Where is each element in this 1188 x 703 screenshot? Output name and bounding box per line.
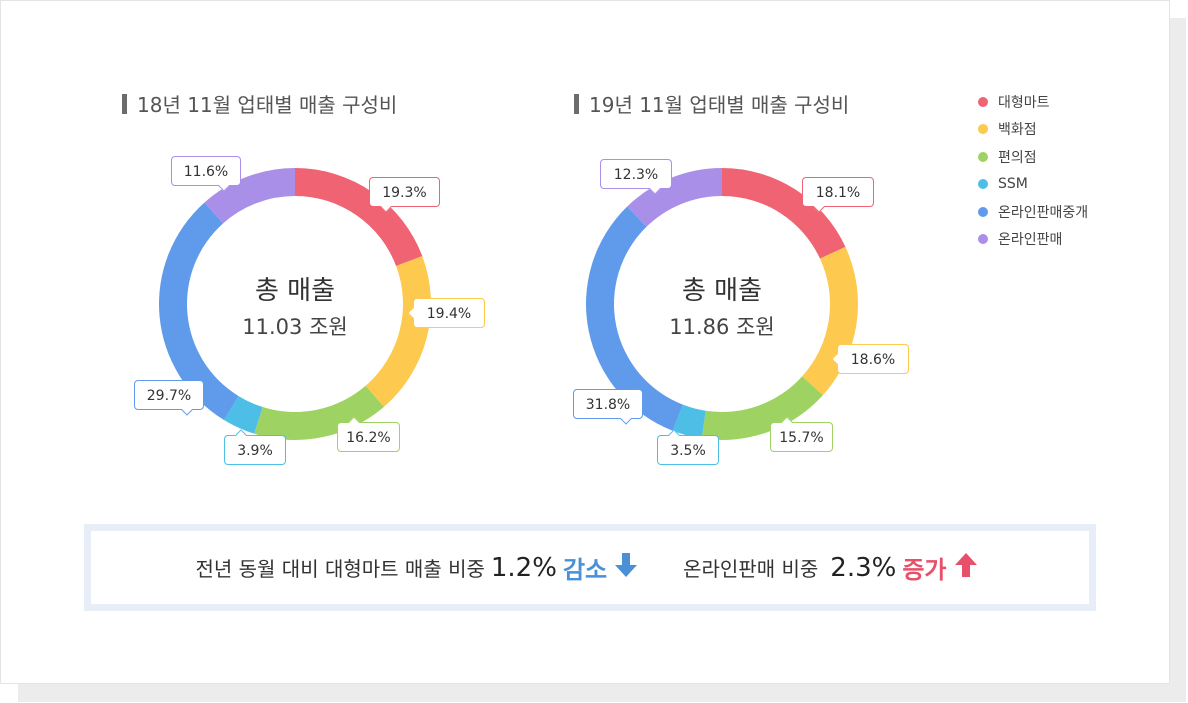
donut-slice-department [365, 256, 431, 407]
data-label-ssm-2018: 3.9% [224, 435, 286, 465]
data-label-convenience-2018: 16.2% [337, 422, 400, 452]
chart-title-2018: 18년 11월 업태별 매출 구성비 [122, 89, 397, 118]
data-label-hypermarket-2019: 18.1% [802, 177, 874, 207]
center-value: 11.86 조원 [669, 315, 775, 339]
summary-content: 전년 동월 대비 대형마트 매출 비중 1.2% 감소 온라인판매 비중 2.3… [91, 531, 1089, 604]
donut-slice-ssm [672, 404, 706, 439]
donut-slice-online-broker [158, 202, 239, 420]
legend-label: 대형마트 [998, 94, 1050, 111]
arrow-down-icon [615, 553, 638, 582]
legend-label: 온라인판매 [998, 232, 1063, 249]
donut-slice-online-retail [204, 168, 295, 224]
legend-dot-icon [978, 96, 988, 107]
center-title: 총 매출 [254, 276, 336, 306]
data-label-department-2019: 18.6% [837, 344, 909, 374]
donut-slice-online-retail [627, 168, 722, 227]
title-bar-marker [122, 93, 127, 114]
data-label-department-2018: 19.4% [413, 298, 485, 328]
arrow-up-icon [954, 553, 977, 582]
legend-item-hypermarket: 대형마트 [978, 88, 1088, 116]
summary-change-decrease: 감소 [562, 556, 608, 584]
legend-label: SSM [998, 176, 1028, 193]
summary-value-2: 2.3% [830, 552, 897, 583]
legend-dot-icon [978, 151, 988, 162]
legend-dot-icon [978, 124, 988, 135]
legend-dot-icon [978, 234, 988, 245]
legend-dot-icon [978, 206, 988, 217]
data-label-ssm-2019: 3.5% [657, 435, 719, 465]
center-title: 총 매출 [681, 276, 763, 306]
summary-text-2: 온라인판매 비중 [683, 557, 819, 581]
legend-item-convenience: 편의점 [978, 143, 1088, 171]
data-label-online-retail-2019: 12.3% [600, 159, 672, 189]
data-label-online-broker-2018: 29.7% [134, 380, 204, 410]
chart-title-text: 18년 11월 업태별 매출 구성비 [137, 93, 398, 117]
summary-text-1: 전년 동월 대비 대형마트 매출 비중 [195, 557, 485, 581]
data-label-hypermarket-2018: 19.3% [369, 177, 440, 207]
legend-item-ssm: SSM [978, 171, 1088, 199]
legend-label: 백화점 [998, 122, 1037, 139]
donut-slice-hypermarket [722, 168, 846, 259]
data-label-convenience-2019: 15.7% [770, 422, 833, 452]
legend: 대형마트 백화점 편의점 SSM 온라인판매중개 온라인판매 [978, 88, 1088, 253]
chart-title-text: 19년 11월 업태별 매출 구성비 [589, 93, 850, 117]
data-label-online-retail-2018: 11.6% [171, 156, 241, 186]
center-value: 11.03 조원 [242, 315, 348, 339]
legend-item-online-broker: 온라인판매중개 [978, 198, 1088, 226]
donut-slice-online-broker [586, 206, 683, 431]
legend-label: 편의점 [998, 149, 1037, 166]
legend-item-department: 백화점 [978, 116, 1088, 144]
summary-change-increase: 증가 [902, 556, 947, 584]
summary-value-1: 1.2% [490, 552, 557, 583]
donut-center-2019: 총 매출 11.86 조원 [622, 270, 822, 341]
summary-box: 전년 동월 대비 대형마트 매출 비중 1.2% 감소 온라인판매 비중 2.3… [84, 524, 1096, 611]
donut-slice-convenience [701, 376, 823, 440]
title-bar-marker [574, 93, 579, 114]
donut-slice-ssm [224, 396, 263, 434]
chart-title-2019: 19년 11월 업태별 매출 구성비 [574, 89, 849, 118]
legend-item-online-retail: 온라인판매 [978, 226, 1088, 254]
legend-dot-icon [978, 179, 988, 190]
donut-center-2018: 총 매출 11.03 조원 [195, 270, 395, 341]
donut-slice-hypermarket [295, 168, 423, 267]
legend-label: 온라인판매중개 [998, 204, 1089, 221]
data-label-online-broker-2019: 31.8% [573, 389, 643, 419]
